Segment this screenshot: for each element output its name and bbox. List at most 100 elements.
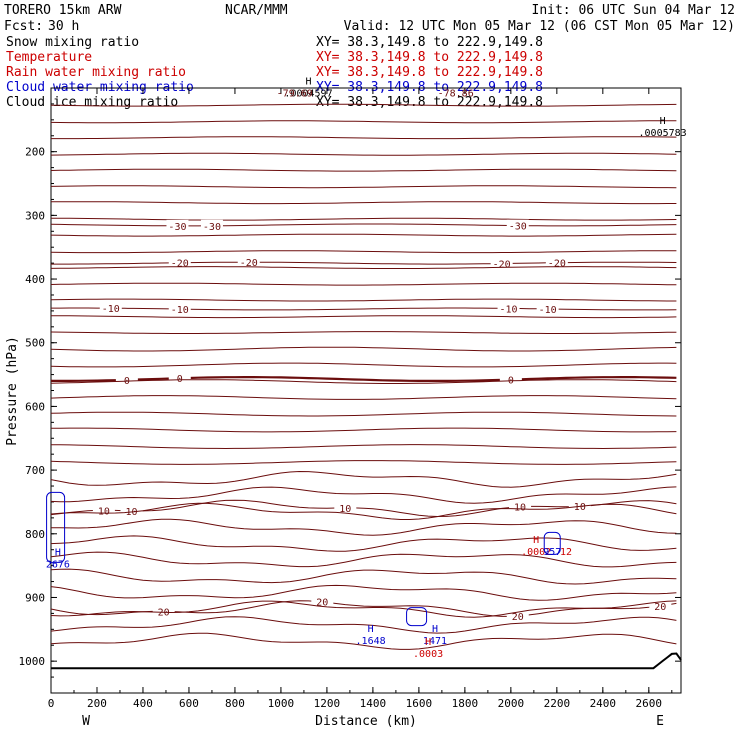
annotation-value: 1471	[423, 636, 447, 647]
contour-label-bg	[545, 256, 568, 268]
x-tick-label: 1200	[314, 697, 341, 710]
contour-label-bg	[497, 302, 520, 314]
x-tick-label: 1800	[452, 697, 479, 710]
isotherm	[50, 266, 677, 269]
isotherm	[50, 379, 677, 384]
isotherm--20	[51, 261, 677, 265]
x-tick-label: 800	[225, 697, 245, 710]
contour-label: -10	[539, 305, 557, 316]
isotherm	[50, 551, 677, 568]
fcst-value: 30 h	[48, 19, 79, 34]
annotation-marker: H	[306, 76, 312, 87]
y-tick-label: 300	[25, 209, 45, 222]
annotation-marker: H	[533, 535, 539, 546]
annotation-value: .0003	[413, 649, 443, 660]
contour-label-bg	[490, 257, 513, 269]
x-tick-label: 1600	[406, 697, 433, 710]
isotherm	[50, 535, 677, 552]
y-tick-label: 900	[25, 591, 45, 604]
contour-label: -20	[493, 260, 511, 271]
annotation-marker: H	[660, 116, 666, 127]
contour-label: -20	[171, 259, 189, 270]
isotherm	[50, 502, 677, 520]
contour-label-bg	[334, 501, 357, 513]
x-tick-label: 2000	[498, 697, 525, 710]
contour-label-bg	[499, 373, 522, 385]
annotation-value: 12	[560, 547, 572, 558]
legend-field-name: Cloud ice mixing ratio	[6, 95, 178, 110]
isotherm	[50, 185, 677, 189]
isotherm	[50, 460, 677, 465]
contour-label: -10	[102, 304, 120, 315]
annotation-value: 957	[543, 547, 561, 558]
contour-label-bg	[120, 504, 143, 516]
plot-frame	[50, 87, 682, 694]
annotation-marker: H	[55, 548, 61, 559]
x-tick-label: 0	[48, 697, 55, 710]
isotherm	[50, 395, 677, 400]
isotherm	[50, 362, 677, 368]
x-end-label-west: W	[82, 714, 90, 729]
contour-label-bg	[506, 609, 529, 621]
annotation-marker: H	[432, 624, 438, 635]
x-tick-label: 400	[133, 697, 153, 710]
contour-label-bg	[115, 373, 138, 385]
isotherm	[50, 250, 677, 254]
y-tick-label: 200	[25, 146, 45, 159]
annotation-marker: H	[368, 624, 374, 635]
contour-label: 20	[654, 602, 666, 613]
isotherm	[50, 584, 677, 601]
annotation-value: .1648	[356, 636, 386, 647]
cloud-water-contour	[406, 607, 428, 627]
contour-label: 10	[339, 504, 351, 515]
cloud-water-contour	[46, 491, 66, 563]
isotherm	[50, 427, 677, 433]
isotherm	[50, 201, 677, 205]
contour-label-bg	[99, 302, 122, 314]
x-tick-label: 2600	[636, 697, 663, 710]
isotherm	[50, 152, 677, 156]
isotherm	[50, 282, 677, 286]
legend-field-name: Temperature	[6, 50, 92, 65]
contour-label: 10	[514, 503, 526, 514]
isotherm	[50, 120, 677, 124]
y-tick-label: 1000	[19, 655, 46, 668]
isotherm--30	[50, 223, 677, 227]
contour-label: -10	[500, 304, 518, 315]
isotherm--10	[51, 307, 677, 311]
x-tick-label: 2200	[544, 697, 571, 710]
annotation-marker: H	[425, 637, 431, 648]
contour-label: -10	[171, 305, 189, 316]
isotherm	[51, 315, 677, 319]
isotherm	[50, 103, 677, 107]
contour-label-bg	[200, 219, 223, 231]
annotation-value: .0005783	[639, 128, 687, 139]
isotherm	[50, 331, 677, 334]
contour-label-bg	[509, 500, 532, 512]
contour-label: -30	[168, 222, 186, 233]
contour-label: 10	[98, 506, 110, 517]
annotation-value: .0002	[521, 547, 551, 558]
contour-label-bg	[168, 256, 191, 268]
contour-label-bg	[311, 595, 334, 607]
temperature-contours: -30 -30 -30-20 -20 -20 -20-10 -10 -10 -100 0 010 10…	[50, 103, 677, 650]
isotherm	[50, 600, 677, 618]
y-tick-label: 400	[25, 273, 45, 286]
y-tick-label: 500	[25, 337, 45, 350]
org-title: NCAR/MMM	[225, 3, 288, 18]
cloud-water-contour	[543, 531, 561, 555]
x-end-label-east: E	[656, 714, 664, 729]
isotherm	[50, 486, 677, 504]
contour-label-bg	[237, 256, 260, 268]
contour-label: -20	[240, 258, 258, 269]
isotherm	[50, 233, 677, 237]
legend-field-xy: XY= 38.3,149.8 to 222.9,149.8	[316, 35, 543, 50]
x-tick-label: 200	[87, 697, 107, 710]
contour-label-bg	[506, 219, 529, 231]
x-tick-label: 600	[179, 697, 199, 710]
isotherm	[50, 568, 677, 585]
annotation-value: 2676	[46, 560, 70, 571]
init-time: Init: 06 UTC Sun 04 Mar 12	[532, 3, 736, 18]
contour-label-bg	[168, 372, 191, 384]
valid-time: Valid: 12 UTC Mon 05 Mar 12 (06 CST Mon …	[344, 19, 735, 34]
